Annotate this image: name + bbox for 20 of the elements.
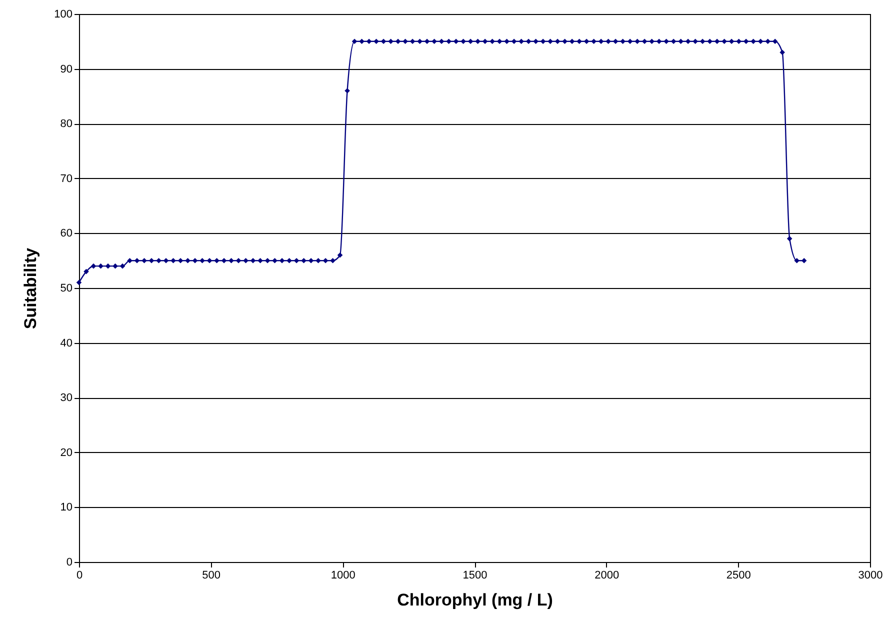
x-axis-title: Chlorophyl (mg / L) bbox=[397, 590, 553, 610]
y-tick-label: 20 bbox=[60, 446, 72, 459]
y-tick-label: 30 bbox=[60, 392, 72, 404]
y-tick-label: 60 bbox=[60, 228, 72, 240]
y-axis-title: Suitability bbox=[21, 247, 40, 330]
y-tick-label: 80 bbox=[60, 118, 72, 130]
x-tick-label: 3000 bbox=[858, 570, 883, 582]
x-tick-label: 1500 bbox=[462, 570, 488, 582]
y-tick-label: 10 bbox=[60, 502, 72, 514]
y-tick-label: 0 bbox=[66, 556, 72, 568]
y-tick-label: 40 bbox=[60, 337, 72, 350]
x-tick-label: 2500 bbox=[726, 570, 751, 582]
y-tick-label: 90 bbox=[60, 63, 72, 76]
x-tick-label: 0 bbox=[76, 570, 83, 582]
x-tick-label: 2000 bbox=[594, 570, 620, 582]
y-tick-label: 100 bbox=[54, 8, 72, 20]
x-tick-label: 500 bbox=[202, 570, 221, 582]
y-tick-label: 50 bbox=[60, 282, 72, 294]
x-tick-label: 1000 bbox=[330, 570, 356, 582]
y-tick-label: 70 bbox=[60, 172, 72, 185]
